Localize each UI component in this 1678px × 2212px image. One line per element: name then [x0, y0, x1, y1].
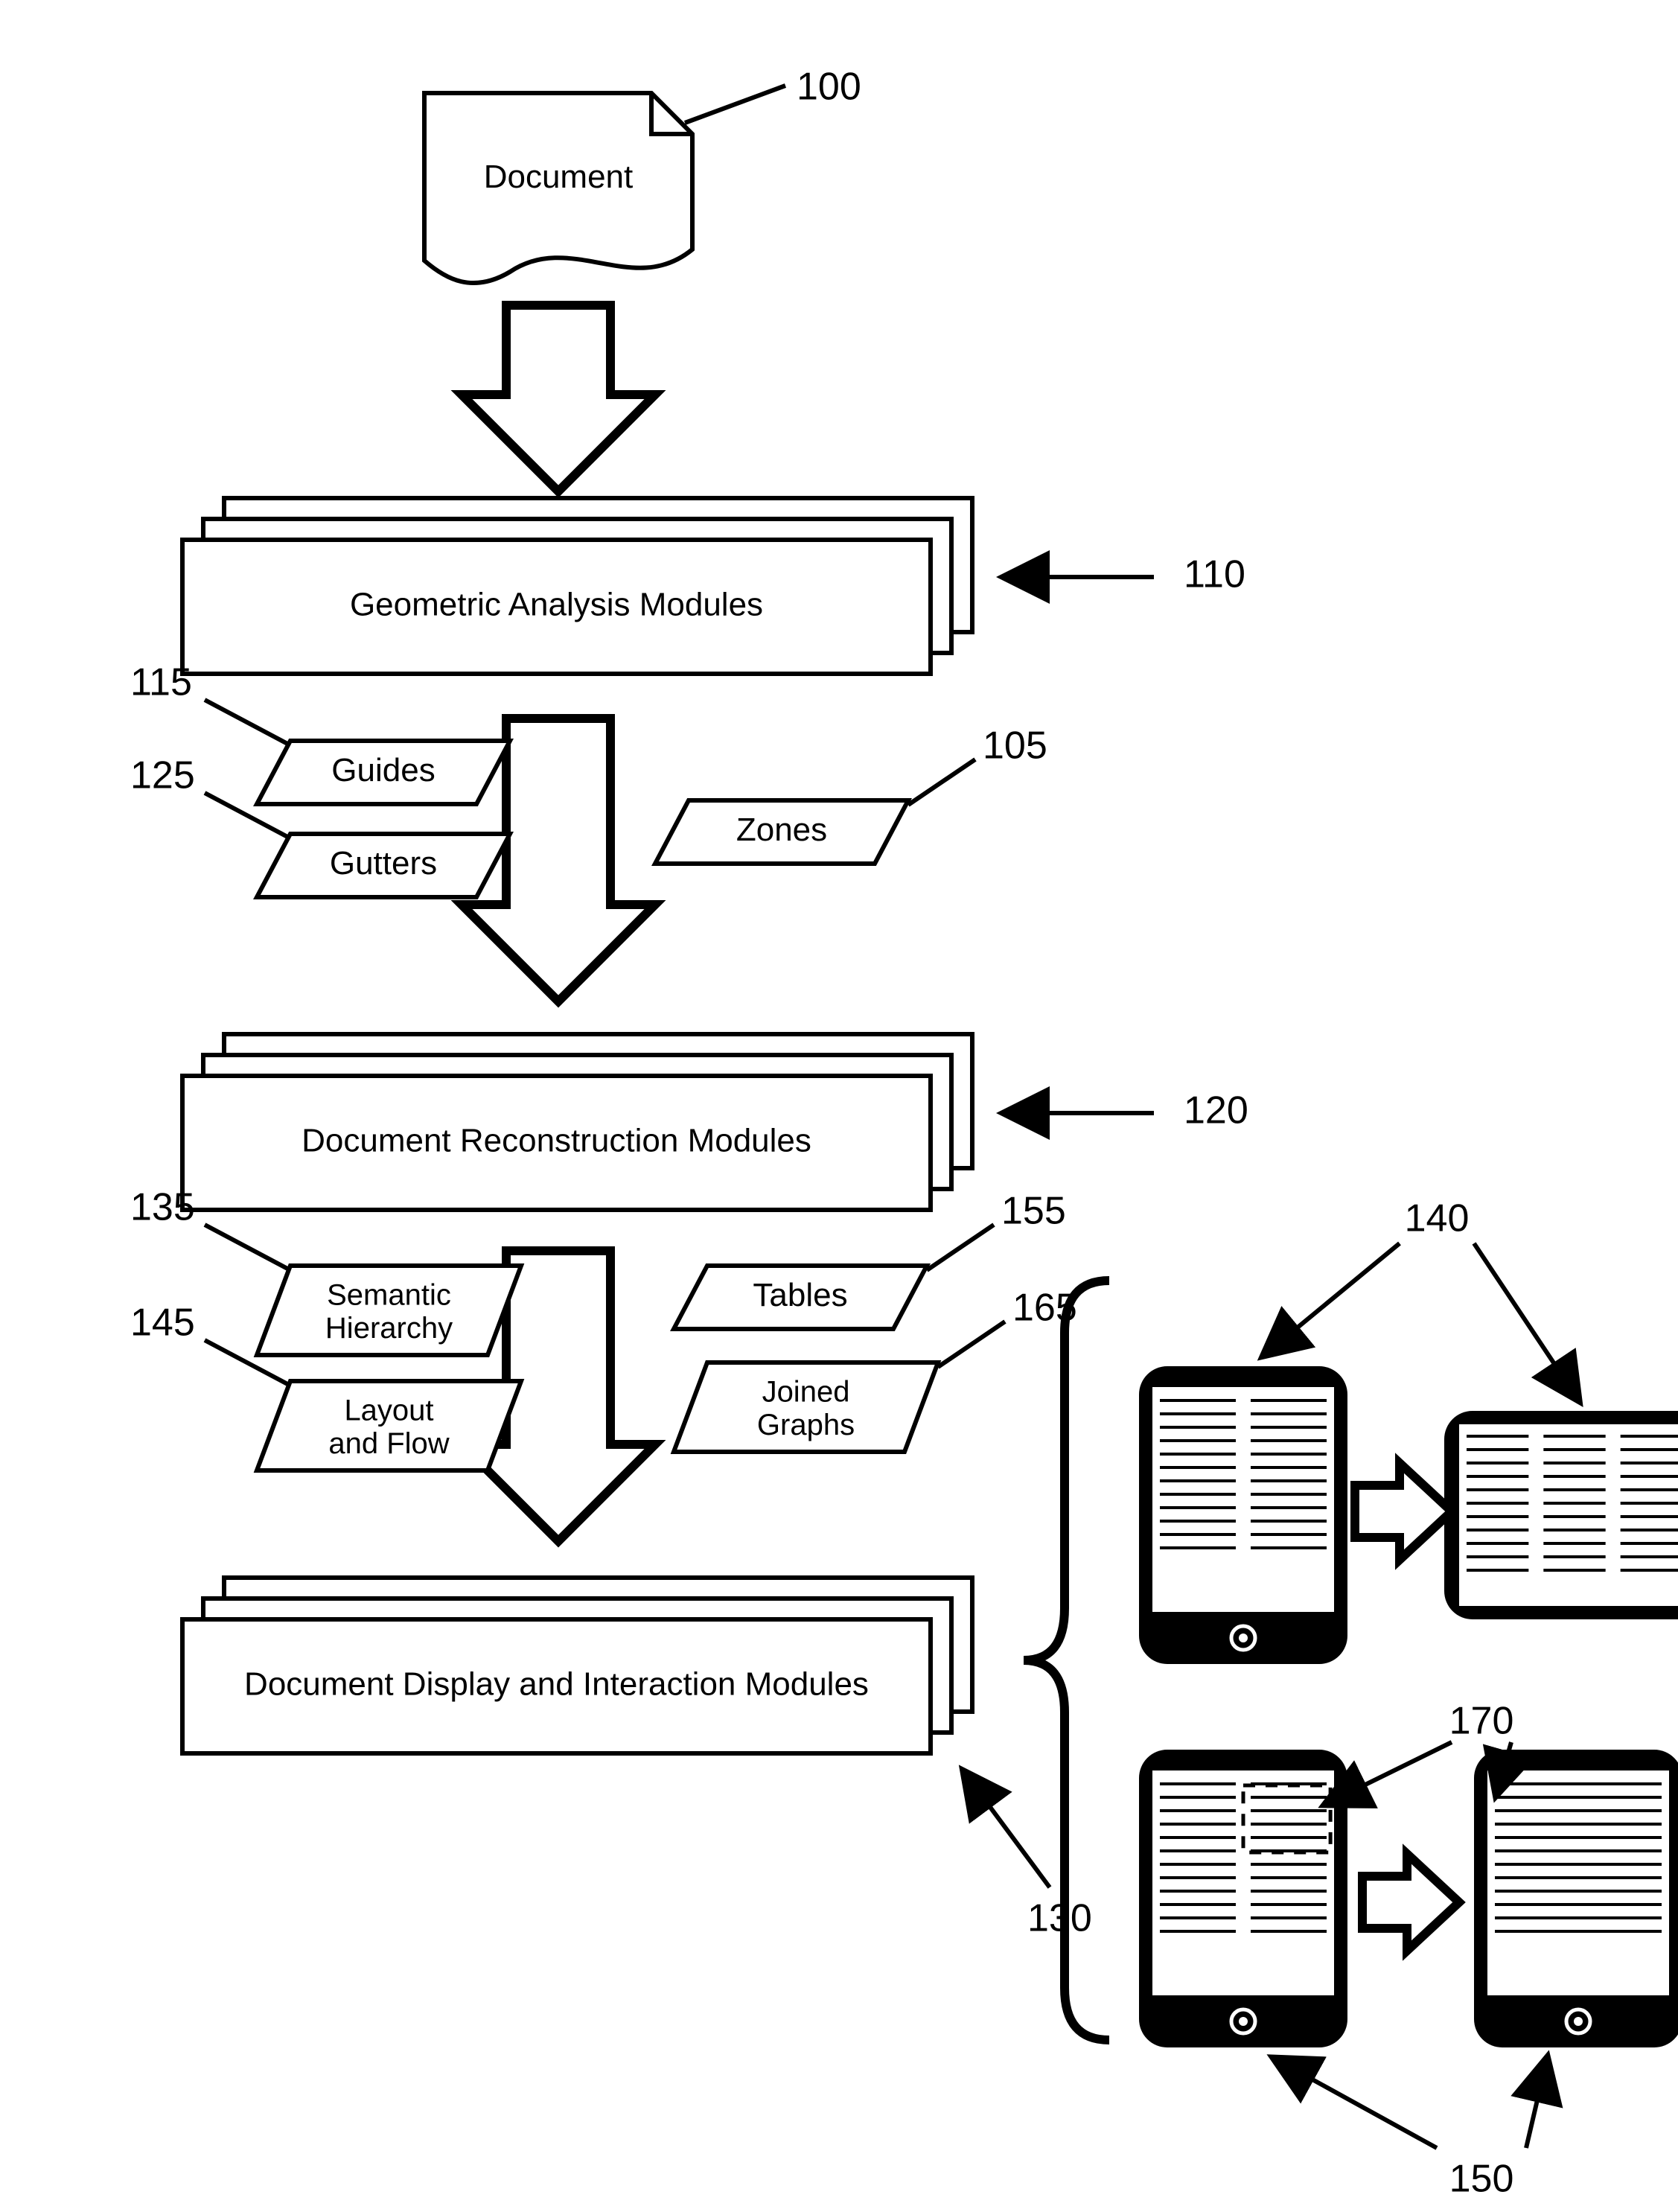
ref-100: 100 — [797, 66, 861, 109]
ref-120: 120 — [1005, 1089, 1248, 1132]
svg-text:Gutters: Gutters — [330, 845, 437, 882]
svg-text:Document Reconstruction Module: Document Reconstruction Modules — [302, 1123, 811, 1159]
svg-text:145: 145 — [130, 1301, 195, 1345]
document-label: Document — [484, 159, 634, 195]
svg-text:Document Display and Interacti: Document Display and Interaction Modules — [244, 1666, 869, 1703]
svg-text:and Flow: and Flow — [328, 1427, 449, 1460]
node-document-display-modules: Document Display and Interaction Modules — [182, 1578, 972, 1753]
svg-text:Semantic: Semantic — [327, 1279, 451, 1312]
svg-text:Tables: Tables — [753, 1277, 847, 1313]
ref-110: 110 — [1005, 553, 1245, 596]
svg-text:110: 110 — [1184, 553, 1245, 596]
node-document-reconstruction-modules: Document Reconstruction Modules — [182, 1034, 972, 1210]
svg-text:170: 170 — [1449, 1700, 1514, 1743]
small-arrow-top — [1355, 1463, 1452, 1560]
svg-text:Geometric Analysis Modules: Geometric Analysis Modules — [350, 587, 763, 623]
svg-text:115: 115 — [130, 661, 192, 704]
small-arrow-bot — [1362, 1854, 1459, 1951]
node-zones: Zones 105 — [655, 724, 1047, 864]
device-landscape-top — [1444, 1411, 1678, 1619]
svg-text:140: 140 — [1405, 1197, 1470, 1240]
svg-text:105: 105 — [983, 724, 1047, 768]
flowchart-svg: Document 100 Geometric Analysis Modules … — [0, 0, 1678, 2212]
svg-text:Joined: Joined — [762, 1376, 850, 1409]
arrow-down-1 — [462, 305, 655, 491]
svg-text:Hierarchy: Hierarchy — [325, 1312, 453, 1345]
node-geometric-analysis-modules: Geometric Analysis Modules — [182, 498, 972, 674]
svg-text:125: 125 — [130, 754, 195, 797]
device-portrait-top — [1139, 1366, 1347, 1664]
svg-text:130: 130 — [1027, 1897, 1092, 1940]
svg-text:Zones: Zones — [736, 812, 827, 848]
node-document: Document 100 — [424, 66, 861, 283]
svg-text:155: 155 — [1001, 1190, 1066, 1233]
device-portrait-bottom-right — [1474, 1750, 1678, 2047]
ref-130: 130 — [964, 1772, 1092, 1940]
ref-150: 150 — [1275, 2059, 1547, 2201]
svg-text:150: 150 — [1449, 2158, 1514, 2201]
svg-text:Guides: Guides — [331, 752, 435, 788]
svg-text:Graphs: Graphs — [757, 1409, 855, 1441]
svg-text:135: 135 — [130, 1186, 195, 1229]
svg-text:120: 120 — [1184, 1089, 1248, 1132]
svg-text:Layout: Layout — [344, 1395, 433, 1427]
